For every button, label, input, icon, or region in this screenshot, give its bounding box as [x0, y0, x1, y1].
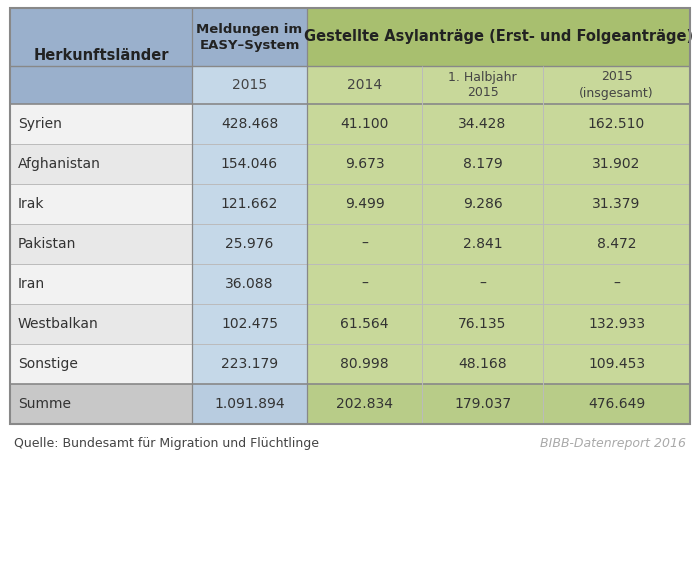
- Text: –: –: [361, 277, 368, 291]
- Text: 31.379: 31.379: [592, 197, 640, 211]
- Text: 109.453: 109.453: [588, 357, 645, 371]
- Bar: [307, 344, 690, 384]
- Text: Afghanistan: Afghanistan: [18, 157, 101, 171]
- Text: Quelle: Bundesamt für Migration und Flüchtlinge: Quelle: Bundesamt für Migration und Flüc…: [14, 437, 319, 450]
- Text: 9.499: 9.499: [344, 197, 384, 211]
- Bar: [192, 144, 307, 184]
- Text: –: –: [613, 277, 620, 291]
- Text: 154.046: 154.046: [221, 157, 278, 171]
- Text: BIBB-Datenreport 2016: BIBB-Datenreport 2016: [540, 437, 686, 450]
- Text: 2014: 2014: [347, 78, 382, 92]
- Text: 31.902: 31.902: [592, 157, 640, 171]
- Bar: [10, 184, 192, 224]
- Bar: [192, 304, 307, 344]
- Bar: [307, 8, 690, 66]
- Text: 1.091.894: 1.091.894: [214, 397, 285, 411]
- Text: 36.088: 36.088: [225, 277, 274, 291]
- Bar: [10, 344, 192, 384]
- Text: Gestellte Asylanträge (Erst- und Folgeanträge): Gestellte Asylanträge (Erst- und Folgean…: [304, 29, 693, 45]
- Text: Summe: Summe: [18, 397, 71, 411]
- Bar: [192, 104, 307, 144]
- Bar: [192, 224, 307, 264]
- Text: 476.649: 476.649: [588, 397, 645, 411]
- Bar: [10, 8, 690, 424]
- Bar: [10, 424, 690, 462]
- Bar: [307, 224, 690, 264]
- Bar: [192, 66, 307, 104]
- Bar: [307, 384, 690, 424]
- Text: Irak: Irak: [18, 197, 45, 211]
- Text: 8.179: 8.179: [463, 157, 503, 171]
- Text: 202.834: 202.834: [336, 397, 393, 411]
- Bar: [307, 264, 690, 304]
- Text: 1. Halbjahr
2015: 1. Halbjahr 2015: [448, 71, 517, 99]
- Text: Iran: Iran: [18, 277, 45, 291]
- Bar: [10, 104, 192, 144]
- Text: –: –: [479, 277, 486, 291]
- Bar: [10, 224, 192, 264]
- Text: 179.037: 179.037: [454, 397, 511, 411]
- Text: 2015
(insgesamt): 2015 (insgesamt): [579, 71, 654, 99]
- Text: 2.841: 2.841: [463, 237, 503, 251]
- Text: 34.428: 34.428: [458, 117, 507, 131]
- Text: Meldungen im
EASY–System: Meldungen im EASY–System: [197, 23, 302, 51]
- Bar: [10, 8, 192, 104]
- Bar: [192, 344, 307, 384]
- Text: Syrien: Syrien: [18, 117, 62, 131]
- Text: Pakistan: Pakistan: [18, 237, 76, 251]
- Bar: [10, 384, 192, 424]
- Text: 61.564: 61.564: [340, 317, 388, 331]
- Text: 8.472: 8.472: [596, 237, 636, 251]
- Bar: [10, 264, 192, 304]
- Bar: [307, 184, 690, 224]
- Text: Herkunftsländer: Herkunftsländer: [34, 49, 169, 63]
- Text: 9.286: 9.286: [463, 197, 503, 211]
- Text: 76.135: 76.135: [458, 317, 507, 331]
- Text: 80.998: 80.998: [340, 357, 388, 371]
- Bar: [307, 144, 690, 184]
- Text: 162.510: 162.510: [588, 117, 645, 131]
- Bar: [192, 8, 307, 66]
- Text: 121.662: 121.662: [220, 197, 278, 211]
- Text: 48.168: 48.168: [458, 357, 507, 371]
- Text: 223.179: 223.179: [221, 357, 278, 371]
- Text: 2015: 2015: [232, 78, 267, 92]
- Text: 9.673: 9.673: [344, 157, 384, 171]
- Text: 25.976: 25.976: [225, 237, 274, 251]
- Bar: [192, 384, 307, 424]
- Bar: [10, 144, 192, 184]
- Bar: [192, 264, 307, 304]
- Bar: [10, 304, 192, 344]
- Text: 41.100: 41.100: [340, 117, 388, 131]
- Text: –: –: [361, 237, 368, 251]
- Text: 102.475: 102.475: [221, 317, 278, 331]
- Text: 132.933: 132.933: [588, 317, 645, 331]
- Bar: [192, 184, 307, 224]
- Bar: [307, 104, 690, 144]
- Bar: [307, 304, 690, 344]
- Text: Sonstige: Sonstige: [18, 357, 78, 371]
- Text: 428.468: 428.468: [221, 117, 278, 131]
- Text: Westbalkan: Westbalkan: [18, 317, 99, 331]
- Bar: [307, 66, 690, 104]
